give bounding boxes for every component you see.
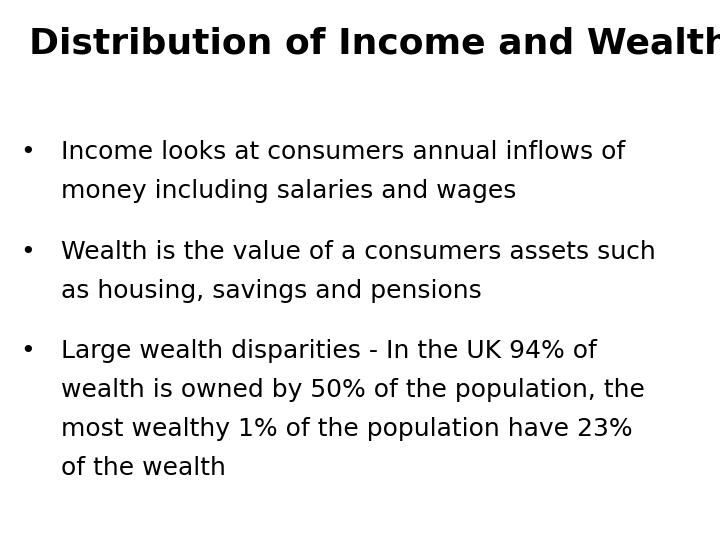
Text: •: • <box>20 140 35 164</box>
Text: wealth is owned by 50% of the population, the: wealth is owned by 50% of the population… <box>61 378 645 402</box>
Text: as housing, savings and pensions: as housing, savings and pensions <box>61 279 482 302</box>
Text: •: • <box>20 240 35 264</box>
Text: most wealthy 1% of the population have 23%: most wealthy 1% of the population have 2… <box>61 417 633 441</box>
Text: •: • <box>20 339 35 363</box>
Text: Wealth is the value of a consumers assets such: Wealth is the value of a consumers asset… <box>61 240 656 264</box>
Text: Distribution of Income and Wealth: Distribution of Income and Wealth <box>29 27 720 61</box>
Text: Income looks at consumers annual inflows of: Income looks at consumers annual inflows… <box>61 140 626 164</box>
Text: of the wealth: of the wealth <box>61 456 226 480</box>
Text: Large wealth disparities - In the UK 94% of: Large wealth disparities - In the UK 94%… <box>61 339 597 363</box>
Text: money including salaries and wages: money including salaries and wages <box>61 179 516 203</box>
